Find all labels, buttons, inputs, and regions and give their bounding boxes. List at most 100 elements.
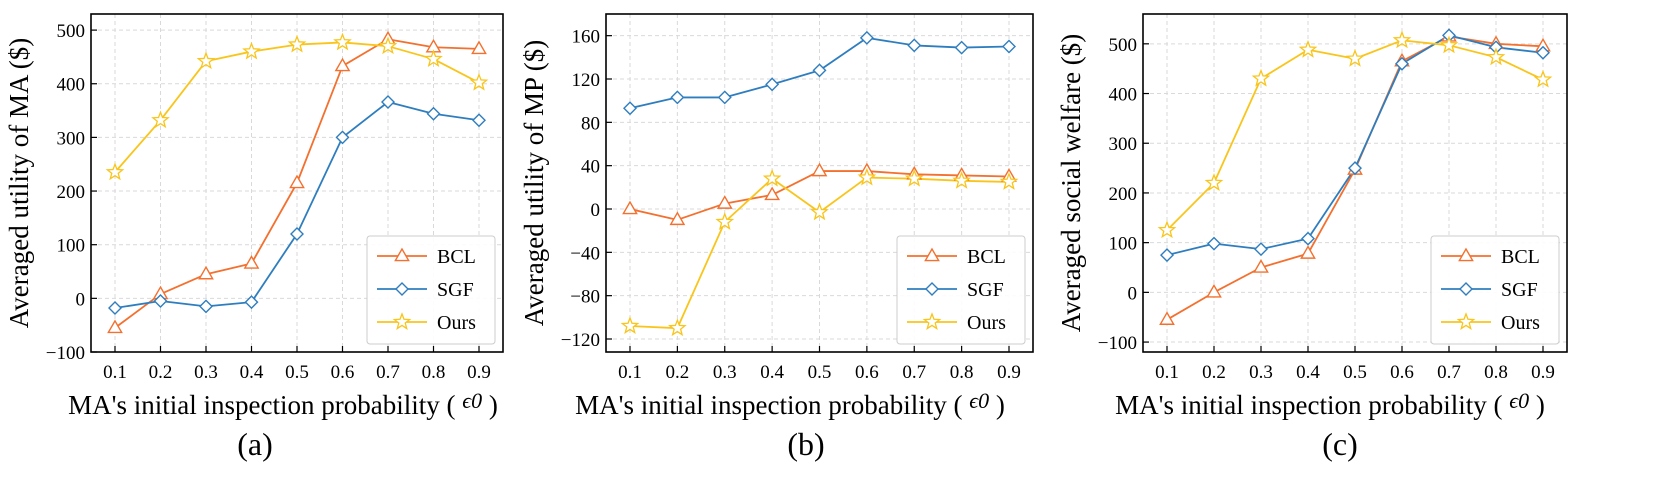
data-point-sgf [623, 101, 637, 116]
data-point-sgf [1207, 236, 1221, 251]
data-point-sgf [199, 299, 213, 314]
x-tick-label: 0.3 [1249, 362, 1273, 383]
legend: BCL SGF Ours [366, 235, 496, 345]
y-tick-label: 0 [1128, 283, 1138, 304]
x-tick-label: 0.2 [1202, 362, 1226, 383]
chart-panel-1: 0.1 0.2 0.3 0.4 0.5 0.6 0.7 0.8 0.9 −100 0 100 200 30… [4, 13, 504, 462]
data-point-bcl [1159, 311, 1175, 325]
y-axis-label: Averaged social welfare ($) [1056, 34, 1086, 333]
y-tick-label: 500 [57, 21, 86, 42]
y-tick-label: 100 [1109, 234, 1138, 255]
y-tick-label: 400 [1109, 85, 1138, 106]
data-point-ours [196, 51, 216, 70]
y-tick-label: −80 [570, 287, 600, 308]
x-axis-label-close: ) [482, 390, 498, 420]
data-point-ours [1533, 69, 1553, 88]
data-point-bcl [107, 319, 123, 334]
x-axis-label-symbol: ϵ0 [1509, 388, 1529, 413]
x-tick-label: 0.2 [149, 362, 173, 383]
y-tick-label: 40 [581, 157, 600, 178]
data-point-sgf [1002, 39, 1016, 54]
y-tick-label: 300 [57, 128, 86, 149]
x-axis-label-symbol: ϵ0 [462, 388, 482, 413]
data-point-sgf [1160, 248, 1174, 263]
x-tick-label: 0.1 [618, 362, 642, 383]
y-tick-label: −100 [46, 343, 85, 364]
data-point-ours [999, 172, 1019, 190]
y-axis-label: Averaged utility of MA ($) [4, 38, 34, 328]
legend-label-bcl: BCL [1501, 246, 1540, 268]
data-point-sgf [244, 295, 259, 310]
y-tick-label: 160 [572, 27, 601, 48]
legend-label-ours: Ours [967, 312, 1006, 334]
data-point-ours [1439, 35, 1459, 54]
x-tick-label: 0.6 [331, 362, 355, 383]
x-tick-label: 0.2 [666, 362, 690, 383]
panel-label: (c) [1322, 426, 1358, 462]
data-point-sgf [381, 94, 395, 109]
legend-label-bcl: BCL [437, 246, 476, 268]
x-tick-label: 0.8 [1484, 362, 1508, 383]
legend-label-ours: Ours [1501, 312, 1540, 334]
data-point-sgf [1301, 231, 1315, 246]
data-point-ours [1345, 48, 1365, 67]
legend-label-ours: Ours [437, 312, 476, 334]
x-tick-label: 0.4 [760, 362, 784, 383]
legend-label-sgf: SGF [437, 279, 474, 301]
data-point-ours [1298, 39, 1318, 58]
data-point-sgf [717, 90, 732, 105]
data-point-sgf [426, 106, 441, 121]
data-point-ours [1157, 220, 1177, 239]
data-point-bcl [289, 174, 305, 189]
y-tick-label: 0 [591, 200, 601, 221]
x-axis-label-symbol: ϵ0 [969, 388, 989, 413]
legend-label-sgf: SGF [967, 279, 1004, 301]
y-tick-label: 100 [57, 236, 86, 257]
y-axis-label: Averaged utility of MP ($) [519, 40, 549, 326]
x-axis-label: MA's initial inspection probability ( ϵ0… [575, 388, 1005, 420]
x-tick-label: 0.5 [808, 362, 832, 383]
x-tick-label: 0.7 [1437, 362, 1461, 383]
legend-marker-sgf [395, 282, 409, 296]
data-point-sgf [812, 63, 827, 78]
data-point-ours [378, 36, 398, 55]
x-axis-label-text: MA's initial inspection probability ( [575, 390, 969, 420]
data-point-bcl [811, 162, 828, 177]
y-tick-label: 200 [1109, 184, 1138, 205]
x-tick-label: 0.6 [1390, 362, 1414, 383]
x-tick-label: 0.1 [1155, 362, 1179, 383]
data-point-sgf [153, 294, 168, 309]
y-tick-label: 300 [1109, 134, 1138, 155]
x-tick-label: 0.6 [855, 362, 879, 383]
data-point-bcl [764, 186, 780, 201]
data-point-ours [333, 32, 352, 51]
x-tick-label: 0.1 [103, 362, 127, 383]
chart-panel-2: 0.1 0.2 0.3 0.4 0.5 0.6 0.7 0.8 0.9 −120 −80 −40 0 40… [519, 13, 1034, 462]
x-tick-label: 0.8 [422, 362, 446, 383]
data-point-ours [857, 167, 877, 186]
data-point-ours [287, 34, 307, 53]
data-point-ours [242, 41, 261, 60]
y-tick-label: −100 [1098, 333, 1137, 354]
data-point-sgf [859, 30, 874, 45]
x-axis-label: MA's initial inspection probability ( ϵ0… [1115, 388, 1545, 420]
x-axis-label: MA's initial inspection probability ( ϵ0… [68, 388, 498, 420]
y-tick-label: 0 [76, 289, 86, 310]
legend-marker-bcl [1458, 247, 1474, 262]
data-point-ours [762, 168, 782, 187]
x-axis-label-close: ) [989, 390, 1005, 420]
legend-marker-sgf [925, 282, 939, 296]
legend-marker-bcl [394, 247, 410, 262]
legend-box [366, 235, 496, 345]
x-tick-label: 0.3 [194, 362, 218, 383]
data-point-sgf [1254, 242, 1268, 257]
data-point-bcl [471, 40, 487, 55]
data-point-sgf [907, 38, 922, 53]
panel-label: (a) [237, 426, 273, 462]
data-point-bcl [1253, 259, 1269, 273]
y-tick-label: 80 [581, 113, 600, 134]
x-tick-label: 0.4 [1296, 362, 1320, 383]
data-point-sgf [1536, 45, 1550, 60]
legend-box [1430, 235, 1560, 345]
